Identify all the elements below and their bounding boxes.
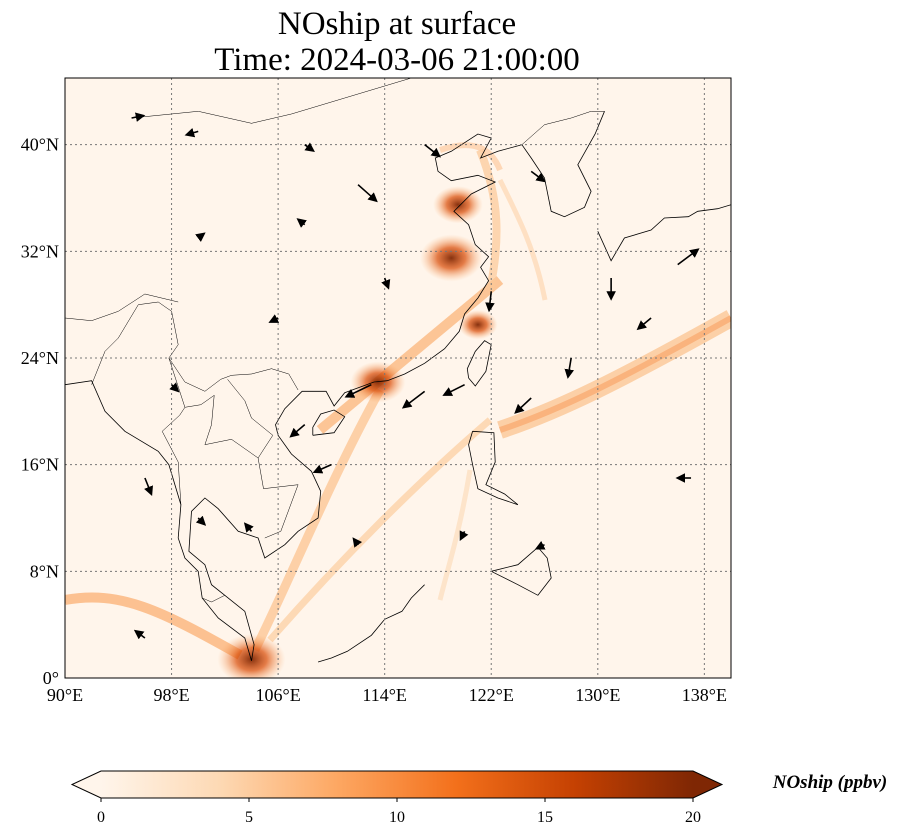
wind-arrow-27 <box>485 291 495 313</box>
colorbar-gradient <box>101 771 693 798</box>
plume-scs-main <box>250 387 384 653</box>
colorbar-extend-max <box>693 771 722 798</box>
colorbar-title: NOship (ppbv) <box>772 772 888 793</box>
lat-tick-0: 0° <box>43 668 59 688</box>
plume-philippines <box>437 469 473 601</box>
lon-tick-106: 106°E <box>256 685 301 705</box>
plume-malacca-west <box>65 592 243 660</box>
border-5 <box>131 78 412 124</box>
wind-arrow-16 <box>144 477 153 496</box>
coastline-4 <box>312 409 346 436</box>
lat-tick-16: 16°N <box>21 455 59 475</box>
border-0 <box>91 301 299 392</box>
lat-tick-8: 8°N <box>30 561 59 581</box>
border-6 <box>521 111 605 145</box>
wind-arrow-4 <box>424 144 442 158</box>
map-frame <box>64 77 732 679</box>
chart-title: NOship at surface <box>277 6 517 42</box>
plume-scs-east <box>267 417 493 643</box>
wind-arrow-14 <box>289 424 306 438</box>
hotspot-yangtze-delta <box>419 234 483 282</box>
colorbar: 0 5 10 15 20 NOship (ppbv) <box>70 770 888 826</box>
ship-track-plumes <box>65 142 731 660</box>
hotspot-strait-of-singapore <box>217 633 286 678</box>
wind-arrow-13 <box>344 383 372 398</box>
coastline-3 <box>466 340 492 387</box>
wind-arrow-7 <box>636 317 652 331</box>
coastline-8 <box>317 584 425 663</box>
border-4 <box>65 293 179 321</box>
wind-arrow-8 <box>677 248 700 266</box>
wind-arrow-17 <box>195 515 207 526</box>
coastline-5 <box>468 430 519 506</box>
country-borders <box>65 78 605 603</box>
coastline-1 <box>188 133 523 661</box>
wind-arrow-10 <box>514 397 532 414</box>
plume-east-pacific-core <box>499 315 731 433</box>
lat-tick-40: 40°N <box>21 135 59 155</box>
wind-arrow-5 <box>530 170 546 183</box>
border-3 <box>227 379 274 459</box>
lat-tick-32: 32°N <box>21 241 59 261</box>
gridlines <box>65 78 731 678</box>
lon-tick-138: 138°E <box>682 685 727 705</box>
longitude-tick-labels: 90°E 98°E 106°E 114°E 122°E 130°E 138°E <box>47 685 727 705</box>
colorbar-tick-5: 5 <box>245 809 253 826</box>
wind-arrow-3 <box>357 184 378 203</box>
lon-tick-90: 90°E <box>47 685 83 705</box>
lon-tick-114: 114°E <box>362 685 407 705</box>
wind-arrow-24 <box>268 314 280 323</box>
lon-tick-122: 122°E <box>469 685 514 705</box>
coastline-6 <box>491 546 552 596</box>
wind-arrow-26 <box>195 232 206 243</box>
colorbar-tick-10: 10 <box>389 809 405 826</box>
coastline-2 <box>521 111 605 218</box>
wind-arrow-0 <box>131 112 146 122</box>
coastlines <box>65 111 731 663</box>
wind-arrow-18 <box>243 522 254 533</box>
wind-arrow-15 <box>312 463 332 474</box>
wind-arrow-19 <box>352 537 363 548</box>
hotspot-taiwan-strait <box>458 309 498 340</box>
wind-arrow-1 <box>184 128 199 138</box>
colorbar-tick-0: 0 <box>97 809 105 826</box>
wind-vectors <box>131 112 700 640</box>
wind-arrow-2 <box>304 142 315 152</box>
plume-bohai <box>439 142 503 172</box>
wind-arrow-25 <box>381 277 391 290</box>
wind-arrow-11 <box>442 383 465 396</box>
wind-arrow-29 <box>296 218 308 228</box>
chart-subtitle: Time: 2024-03-06 21:00:00 <box>214 42 580 78</box>
coastline-7 <box>597 204 731 262</box>
wind-arrow-23 <box>133 629 146 640</box>
lon-tick-98: 98°E <box>153 685 189 705</box>
plume-yellow-sea <box>476 148 501 291</box>
lat-tick-24: 24°N <box>21 348 59 368</box>
wind-arrow-9 <box>564 357 574 379</box>
wind-arrow-21 <box>534 540 546 550</box>
colorbar-tick-20: 20 <box>685 809 701 826</box>
wind-arrow-12 <box>401 390 426 409</box>
latitude-tick-labels: 0° 8°N 16°N 24°N 32°N 40°N <box>21 135 59 688</box>
border-2 <box>161 407 186 505</box>
coastline-0 <box>65 380 252 661</box>
wind-arrow-20 <box>459 530 469 542</box>
colorbar-tick-15: 15 <box>537 809 553 826</box>
wind-arrow-28 <box>169 382 180 393</box>
border-7 <box>202 595 225 603</box>
border-1 <box>168 357 299 539</box>
colorbar-ticks: 0 5 10 15 20 <box>97 798 701 826</box>
lon-tick-130: 130°E <box>575 685 620 705</box>
colorbar-extend-min <box>72 771 101 798</box>
plume-korea <box>497 178 548 301</box>
